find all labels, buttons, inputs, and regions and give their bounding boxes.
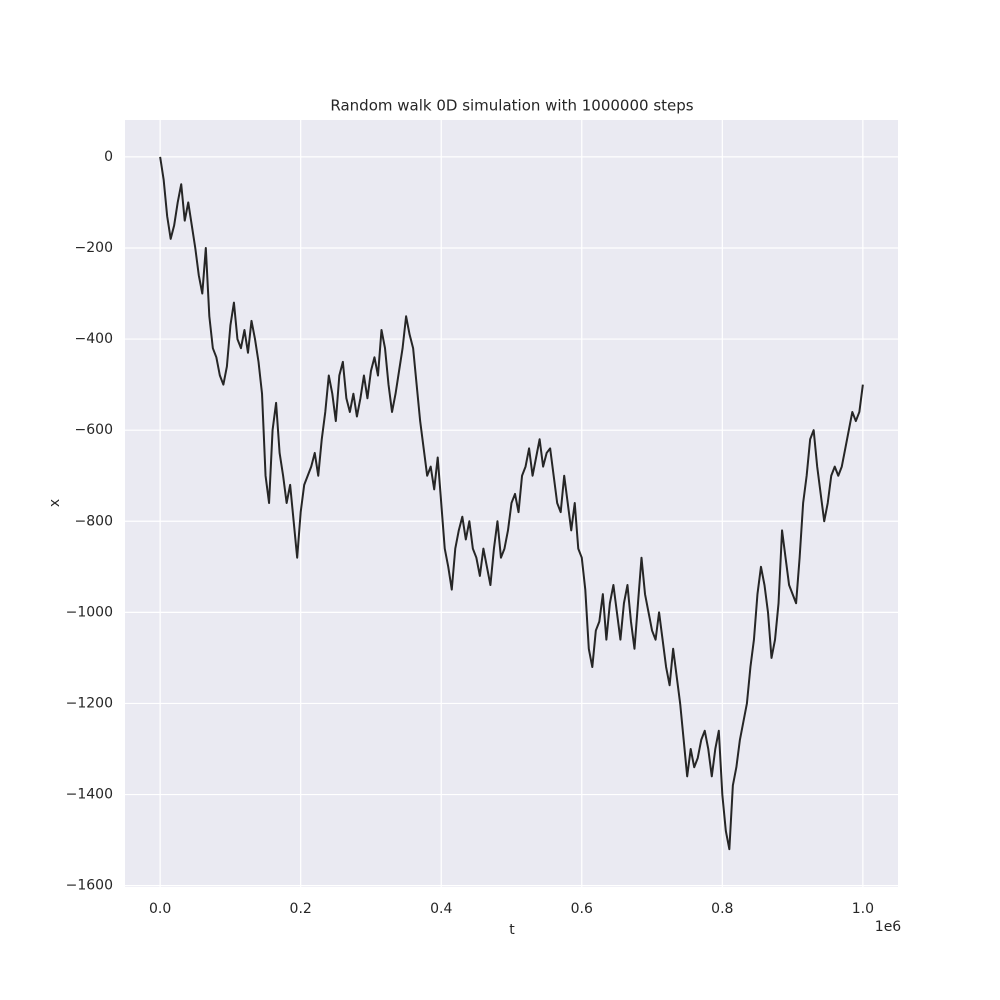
chart-title: Random walk 0D simulation with 1000000 s… bbox=[330, 97, 693, 115]
y-tick-label: −1600 bbox=[66, 878, 113, 894]
x-axis-label: t bbox=[509, 922, 515, 938]
x-tick-label: 0.8 bbox=[711, 901, 733, 917]
data-line bbox=[159, 156, 864, 851]
x-tick-label: 0.0 bbox=[149, 901, 171, 917]
y-tick-label: 0 bbox=[104, 149, 113, 165]
y-axis-label: x bbox=[47, 499, 63, 507]
y-tick-label: −1200 bbox=[66, 695, 113, 711]
y-tick-label: −200 bbox=[75, 240, 113, 256]
y-tick-label: −400 bbox=[75, 331, 113, 347]
y-tick-label: −1400 bbox=[66, 787, 113, 803]
x-tick-label: 0.4 bbox=[430, 901, 452, 917]
x-offset-text: 1e6 bbox=[875, 919, 902, 935]
x-tick-label: 0.6 bbox=[571, 901, 593, 917]
y-tick-label: −800 bbox=[75, 513, 113, 529]
y-tick-label: −600 bbox=[75, 422, 113, 438]
y-tick-label: −1000 bbox=[66, 604, 113, 620]
x-tick-label: 0.2 bbox=[290, 901, 312, 917]
x-tick-label: 1.0 bbox=[852, 901, 874, 917]
